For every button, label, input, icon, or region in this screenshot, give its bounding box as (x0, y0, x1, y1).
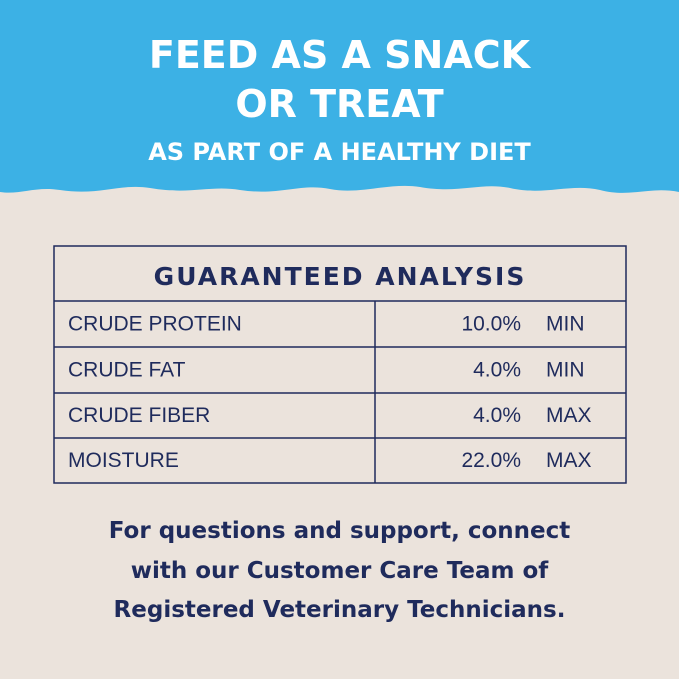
nutrient-name: MOISTURE (68, 449, 179, 472)
header-banner (0, 0, 679, 193)
footer-line: with our Customer Care Team of (131, 558, 550, 584)
nutrient-value: 10.0% (461, 313, 521, 336)
nutrient-value: 22.0% (461, 449, 521, 472)
footer-line: Registered Veterinary Technicians. (114, 597, 566, 623)
nutrient-unit: MAX (546, 449, 592, 472)
header-line: OR TREAT (235, 82, 443, 126)
nutrient-name: CRUDE FIBER (68, 404, 210, 427)
header-line: FEED AS A SNACK (149, 33, 532, 77)
header-subtitle: AS PART OF A HEALTHY DIET (148, 138, 531, 166)
nutrient-name: CRUDE PROTEIN (68, 313, 242, 336)
nutrient-name: CRUDE FAT (68, 359, 186, 382)
nutrient-unit: MIN (546, 359, 585, 382)
table-border (53, 245, 627, 484)
footer-line: For questions and support, connect (109, 518, 570, 544)
nutrient-value: 4.0% (473, 404, 521, 427)
nutrient-unit: MIN (546, 313, 585, 336)
nutrient-value: 4.0% (473, 359, 521, 382)
table-title: GUARANTEED ANALYSIS (154, 262, 527, 291)
analysis-table: GUARANTEED ANALYSIS CRUDE PROTEIN 10.0% MI… (53, 245, 627, 484)
nutrient-unit: MAX (546, 404, 592, 427)
